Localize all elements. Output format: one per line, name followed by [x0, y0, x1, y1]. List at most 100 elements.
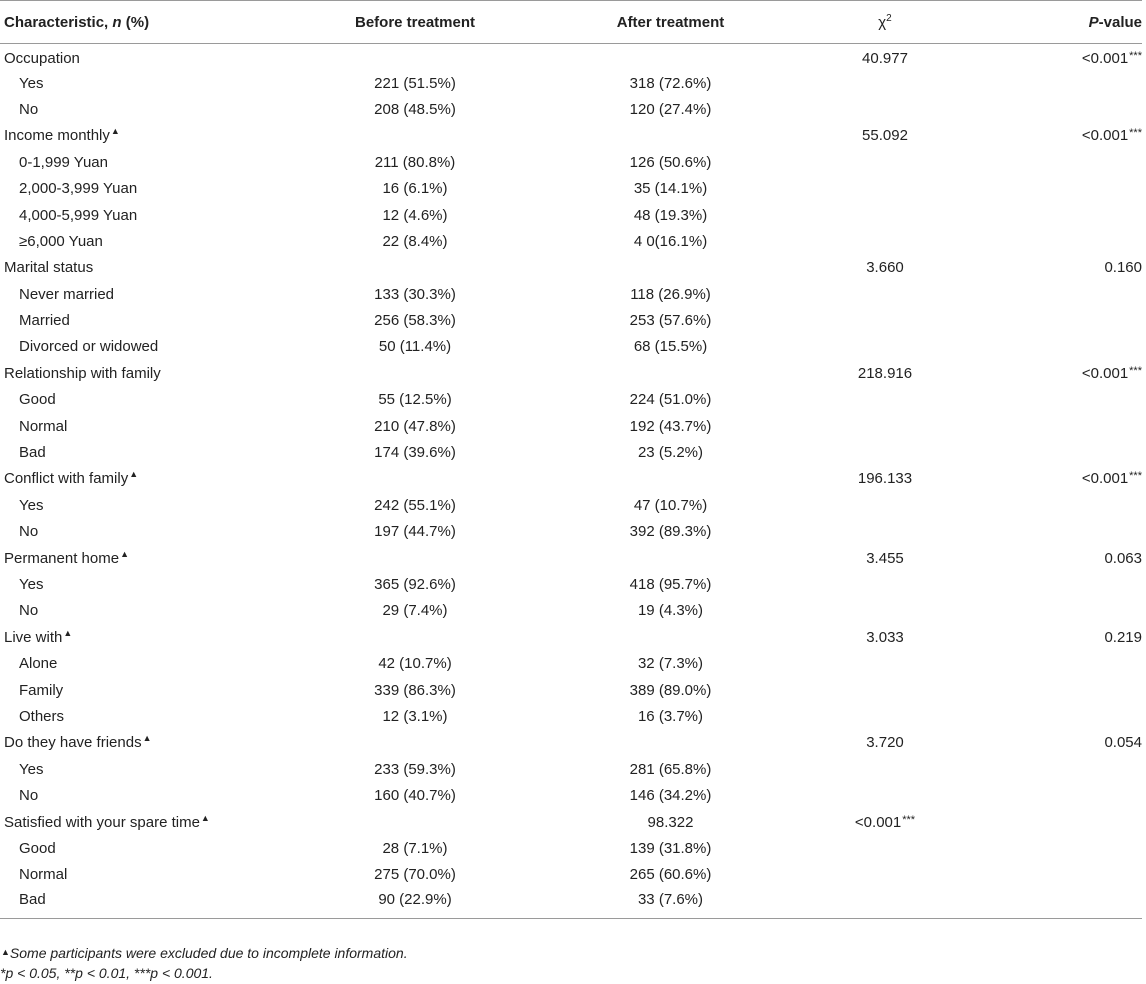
cell-chi-square	[795, 149, 1005, 175]
table-row-sub: Alone 42 (10.7%) 32 (7.3%)	[0, 650, 1142, 676]
cell-p-value	[1005, 677, 1142, 703]
row-label: Alone	[19, 655, 58, 673]
cell-chi-square	[795, 835, 1005, 861]
row-label: Never married	[19, 285, 115, 303]
cell-after	[550, 730, 795, 756]
cell-after: 224 (51.0%)	[629, 391, 712, 409]
cell-characteristic: Income monthly▲	[0, 123, 300, 149]
cell-p-value	[1005, 96, 1142, 122]
cell-before: 42 (10.7%)	[378, 655, 452, 673]
cell-after: 392 (89.3%)	[629, 523, 712, 541]
cell-p-value	[1005, 70, 1142, 96]
cell-chi-square	[795, 677, 1005, 703]
row-label: Married	[19, 312, 70, 330]
cell-p-value	[1005, 888, 1142, 919]
cell-chi-square	[795, 439, 1005, 465]
cell-before: 221 (51.5%)	[374, 74, 456, 92]
table-row-sub: No 160 (40.7%) 146 (34.2%)	[0, 782, 1142, 808]
table-row-sub: Normal 275 (70.0%) 265 (60.6%)	[0, 862, 1142, 888]
cell-characteristic: 2,000-3,999 Yuan	[0, 175, 300, 201]
header-characteristic: Characteristic, n (%)	[0, 0, 300, 44]
cell-chi-square	[795, 519, 1005, 545]
table-row-sub: Yes 233 (59.3%) 281 (65.8%)	[0, 756, 1142, 782]
cell-chi-square	[795, 888, 1005, 919]
table-row-sub: 2,000-3,999 Yuan 16 (6.1%) 35 (14.1%)	[0, 175, 1142, 201]
row-label: Relationship with family	[4, 364, 161, 382]
triangle-marker-icon: ▲	[1, 947, 10, 957]
cell-characteristic: Divorced or widowed	[0, 334, 300, 360]
cell-p-value	[1005, 650, 1142, 676]
table-body: Occupation 40.977 <0.001*** Yes 221 (51.5%) 3…	[0, 44, 1142, 919]
cell-after	[550, 123, 795, 149]
cell-before: 90 (22.9%)	[300, 888, 550, 919]
cell-characteristic: Normal	[0, 862, 300, 888]
footnote-part: p	[75, 965, 83, 981]
cell-after	[550, 44, 795, 70]
footnote-excluded: ▲Some participants were excluded due to …	[1, 945, 408, 961]
row-label: No	[19, 602, 39, 620]
cell-after: 139 (31.8%)	[629, 839, 712, 857]
cell-p-value	[1005, 571, 1142, 597]
table-row-sub: Divorced or widowed 50 (11.4%) 68 (15.5%)	[0, 334, 1142, 360]
p-value: <0.001	[1081, 470, 1129, 488]
cell-before: 339 (86.3%)	[374, 681, 456, 699]
row-label: Good	[19, 391, 56, 409]
cell-characteristic: Married	[0, 307, 300, 333]
table-row-sub: No 208 (48.5%) 120 (27.4%)	[0, 96, 1142, 122]
cell-p-value: <0.001***	[1005, 44, 1142, 70]
cell-characteristic: No	[0, 782, 300, 808]
row-label: Family	[19, 681, 64, 699]
p-value: 0.219	[1104, 628, 1142, 646]
cell-after: 19 (4.3%)	[637, 602, 704, 620]
table-row-sub: Others 12 (3.1%) 16 (3.7%)	[0, 703, 1142, 729]
cell-p-value	[1005, 175, 1142, 201]
chi-value: 3.720	[866, 734, 904, 752]
table-row-sub: Yes 221 (51.5%) 318 (72.6%)	[0, 70, 1142, 96]
cell-p-value	[1005, 281, 1142, 307]
table-row-category: Relationship with family 218.916 <0.001***	[0, 360, 1142, 386]
chi-value: 196.133	[857, 470, 913, 488]
cell-before	[300, 730, 550, 756]
cell-p-value	[1005, 439, 1142, 465]
cell-after	[550, 466, 795, 492]
cell-p-value	[1005, 598, 1142, 624]
cell-before	[300, 44, 550, 70]
cell-p-value	[1005, 307, 1142, 333]
row-label: 4,000-5,999 Yuan	[19, 206, 138, 224]
cell-p-value: 0.063	[1005, 545, 1142, 571]
table-row-category: Live with▲ 3.033 0.219	[0, 624, 1142, 650]
cell-chi-square	[795, 202, 1005, 228]
cell-chi-square	[795, 70, 1005, 96]
cell-after: 68 (15.5%)	[633, 338, 708, 356]
cell-after: 389 (89.0%)	[629, 681, 712, 699]
cell-after: 126 (50.6%)	[629, 153, 712, 171]
cell-after: 265 (60.6%)	[629, 866, 712, 884]
cell-p-value: <0.001***	[1005, 123, 1142, 149]
cell-characteristic: Good	[0, 835, 300, 861]
cell-characteristic: No	[0, 598, 300, 624]
row-label: Conflict with family	[4, 470, 129, 488]
cell-chi-square: 40.977	[795, 44, 1005, 70]
cell-after: 35 (14.1%)	[633, 180, 708, 198]
cell-chi-square	[795, 756, 1005, 782]
cell-before: 242 (55.1%)	[374, 496, 456, 514]
cell-before	[300, 624, 550, 650]
footnote-significance: *p < 0.05, **p < 0.01, ***p < 0.001.	[0, 963, 408, 983]
cell-p-value	[1005, 202, 1142, 228]
table-row-category: Satisfied with your spare time▲ 98.322 <0.…	[0, 809, 1142, 835]
cell-before: 211 (80.8%)	[374, 153, 456, 171]
cell-after: 118 (26.9%)	[630, 285, 711, 303]
cell-characteristic: Yes	[0, 70, 300, 96]
header-p-value: P-value	[1005, 0, 1142, 44]
cell-characteristic: Normal	[0, 413, 300, 439]
cell-chi-square	[795, 782, 1005, 808]
cell-before: 208 (48.5%)	[374, 100, 456, 118]
cell-after: 418 (95.7%)	[629, 576, 712, 593]
cell-before: 29 (7.4%)	[382, 602, 448, 620]
row-label: Good	[19, 839, 56, 857]
cell-after: 192 (43.7%)	[629, 417, 712, 435]
cell-characteristic: Bad	[0, 439, 300, 465]
cell-after: 120 (27.4%)	[629, 100, 712, 118]
cell-characteristic: Yes	[0, 571, 300, 597]
p-value: <0.001	[1081, 50, 1129, 68]
